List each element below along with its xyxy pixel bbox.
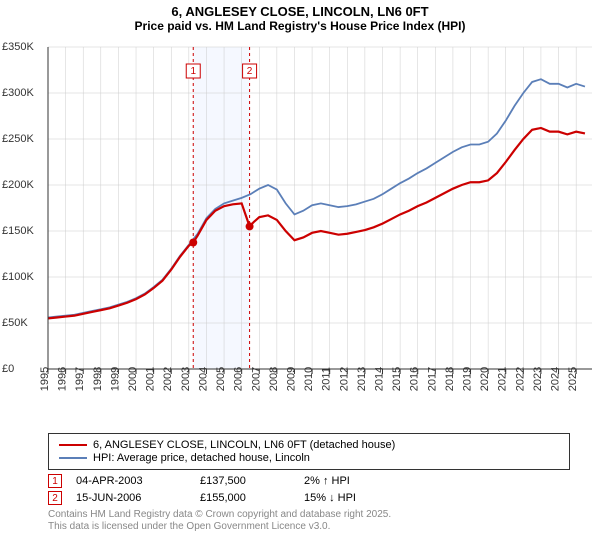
sale-date: 04-APR-2003 — [76, 475, 186, 487]
sale-badge: 1 — [48, 474, 62, 488]
svg-text:2: 2 — [247, 66, 253, 77]
legend-swatch — [59, 457, 87, 459]
legend-label: HPI: Average price, detached house, Linc… — [93, 452, 310, 464]
legend-item: 6, ANGLESEY CLOSE, LINCOLN, LN6 0FT (det… — [59, 439, 559, 451]
svg-text:2001: 2001 — [145, 367, 157, 391]
svg-text:£50K: £50K — [2, 317, 28, 329]
sale-row: 1 04-APR-2003 £137,500 2% ↑ HPI — [48, 474, 600, 488]
svg-text:2022: 2022 — [514, 367, 526, 391]
svg-text:£100K: £100K — [2, 271, 34, 283]
svg-text:2009: 2009 — [285, 367, 297, 391]
svg-text:1998: 1998 — [92, 367, 104, 391]
svg-text:£200K: £200K — [2, 179, 34, 191]
svg-text:1999: 1999 — [109, 367, 121, 391]
svg-text:2002: 2002 — [162, 367, 174, 391]
svg-text:1996: 1996 — [57, 367, 69, 391]
svg-text:2012: 2012 — [338, 367, 350, 391]
svg-text:2018: 2018 — [444, 367, 456, 391]
sale-price: £155,000 — [200, 492, 290, 504]
svg-text:2014: 2014 — [373, 367, 385, 391]
svg-text:2010: 2010 — [303, 367, 315, 391]
svg-text:2000: 2000 — [127, 367, 139, 391]
svg-text:2003: 2003 — [180, 367, 192, 391]
svg-text:2006: 2006 — [233, 367, 245, 391]
svg-text:2025: 2025 — [567, 367, 579, 391]
svg-text:£300K: £300K — [2, 87, 34, 99]
line-chart: £0 £50K £100K £150K £200K £250K £300K £350K 1995… — [0, 39, 600, 427]
page-title: 6, ANGLESEY CLOSE, LINCOLN, LN6 0FT — [0, 0, 600, 19]
svg-text:1: 1 — [190, 66, 196, 77]
svg-text:1995: 1995 — [39, 367, 51, 391]
footer-line1: Contains HM Land Registry data © Crown c… — [48, 509, 600, 521]
svg-text:2021: 2021 — [497, 367, 509, 391]
svg-text:2015: 2015 — [391, 367, 403, 391]
chart-container: £0 £50K £100K £150K £200K £250K £300K £350K 1995… — [0, 39, 600, 427]
svg-text:2004: 2004 — [197, 367, 209, 391]
svg-text:2016: 2016 — [409, 367, 421, 391]
svg-text:£0: £0 — [2, 363, 14, 375]
svg-text:£250K: £250K — [2, 133, 34, 145]
sale-row: 2 15-JUN-2006 £155,000 15% ↓ HPI — [48, 491, 600, 505]
sale-delta: 15% ↓ HPI — [304, 492, 356, 504]
svg-text:2007: 2007 — [250, 367, 262, 391]
svg-text:2024: 2024 — [550, 367, 562, 391]
sales-list: 1 04-APR-2003 £137,500 2% ↑ HPI 2 15-JUN… — [0, 474, 600, 505]
svg-text:£150K: £150K — [2, 225, 34, 237]
legend-label: 6, ANGLESEY CLOSE, LINCOLN, LN6 0FT (det… — [93, 439, 395, 451]
svg-text:£350K: £350K — [2, 41, 34, 53]
footer-line2: This data is licensed under the Open Gov… — [48, 521, 600, 533]
footer-attribution: Contains HM Land Registry data © Crown c… — [48, 509, 600, 533]
legend-swatch — [59, 444, 87, 446]
legend: 6, ANGLESEY CLOSE, LINCOLN, LN6 0FT (det… — [48, 433, 570, 470]
legend-item: HPI: Average price, detached house, Linc… — [59, 452, 559, 464]
svg-text:2013: 2013 — [356, 367, 368, 391]
svg-text:2020: 2020 — [479, 367, 491, 391]
svg-text:1997: 1997 — [74, 367, 86, 391]
sale-badge: 2 — [48, 491, 62, 505]
svg-text:2023: 2023 — [532, 367, 544, 391]
sale-delta: 2% ↑ HPI — [304, 475, 350, 487]
svg-text:2011: 2011 — [321, 367, 333, 391]
page-subtitle: Price paid vs. HM Land Registry's House … — [0, 19, 600, 39]
sale-date: 15-JUN-2006 — [76, 492, 186, 504]
svg-text:2019: 2019 — [462, 367, 474, 391]
sale-price: £137,500 — [200, 475, 290, 487]
svg-text:2005: 2005 — [215, 367, 227, 391]
svg-text:2008: 2008 — [268, 367, 280, 391]
svg-text:2017: 2017 — [426, 367, 438, 391]
